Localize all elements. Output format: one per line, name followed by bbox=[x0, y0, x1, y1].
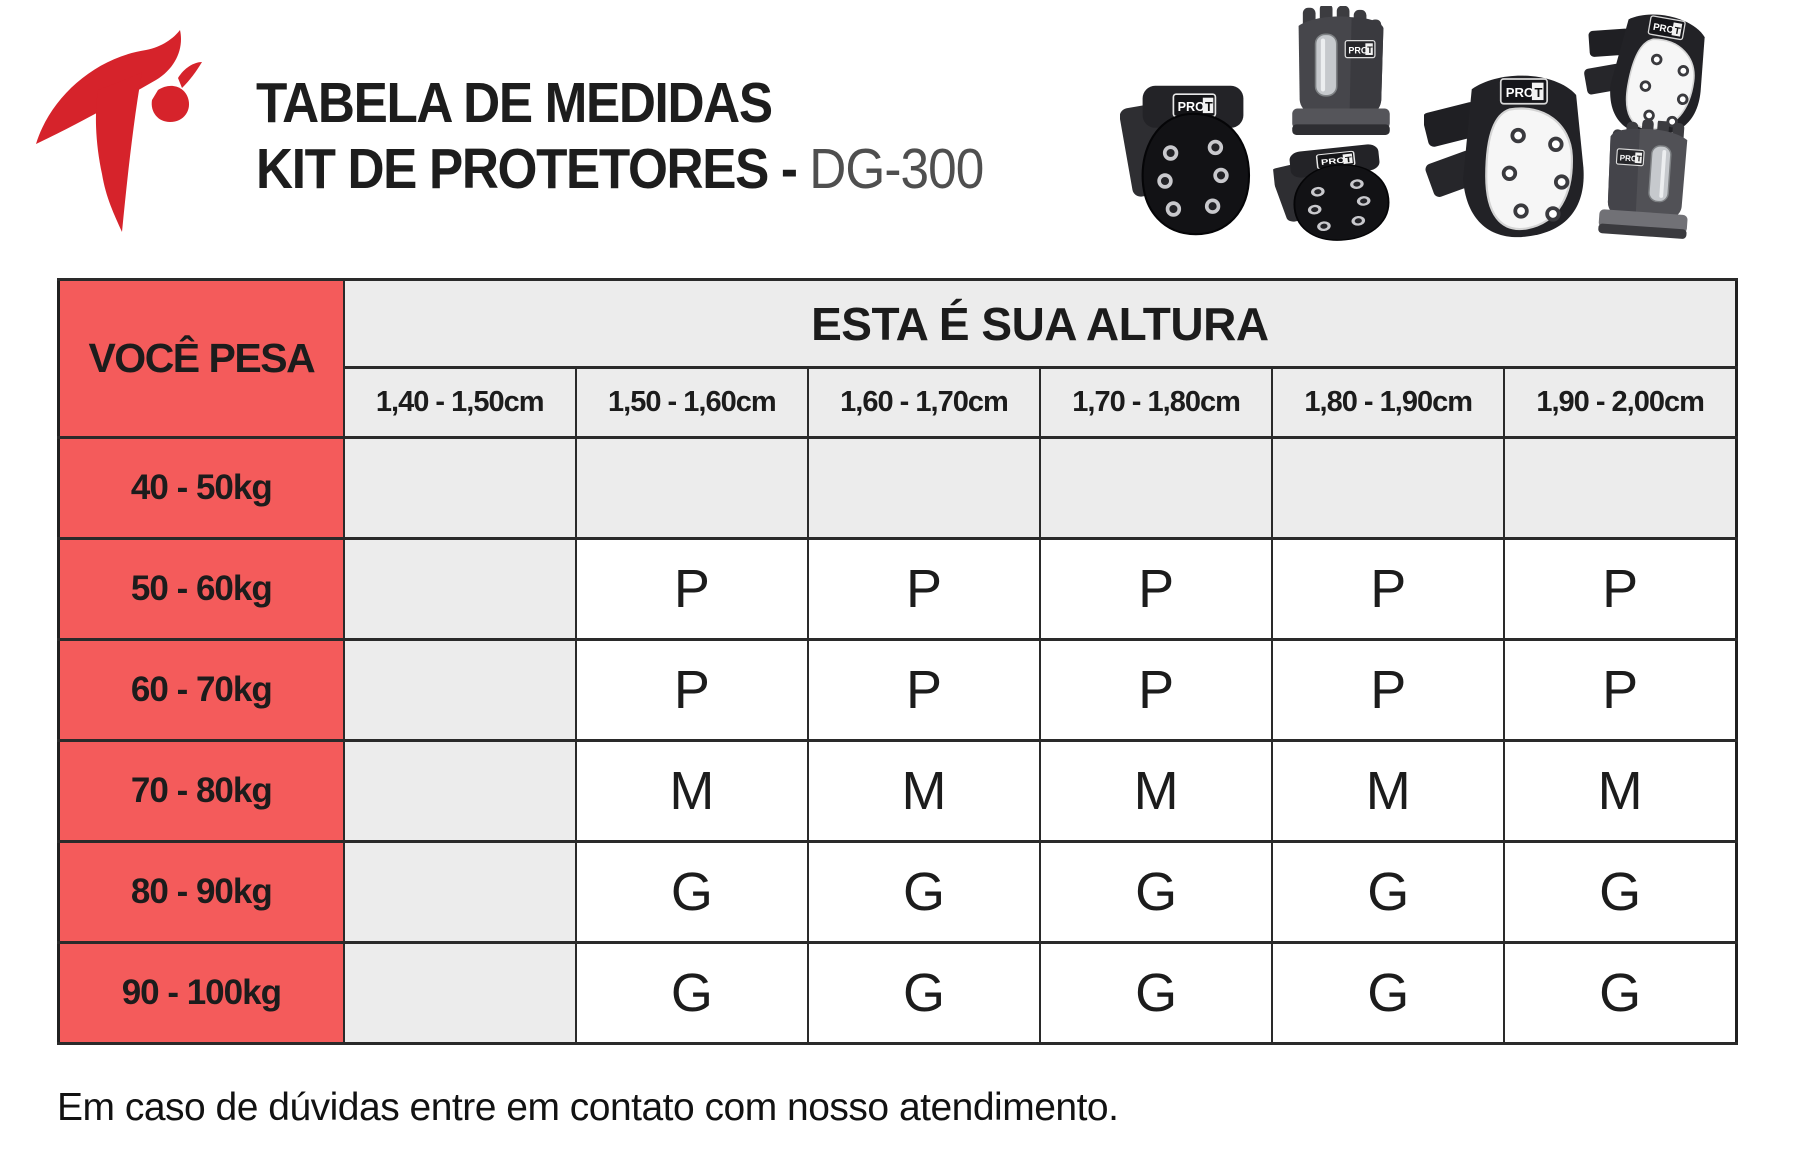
size-cell: M bbox=[1039, 739, 1274, 843]
size-cell: M bbox=[574, 739, 809, 843]
size-cell: P bbox=[806, 537, 1042, 641]
size-cell: G bbox=[806, 840, 1042, 944]
size-cell bbox=[806, 436, 1042, 540]
svg-text:T: T bbox=[1345, 155, 1353, 165]
header-row-main: VOCÊ PESA ESTA É SUA ALTURA bbox=[57, 278, 1738, 439]
size-cell: P bbox=[1271, 638, 1506, 742]
weight-range-label: 90 - 100kg bbox=[57, 941, 345, 1045]
title-line-2-bold: KIT DE PROTETORES - bbox=[256, 137, 798, 202]
size-cell bbox=[574, 436, 809, 540]
size-cell: G bbox=[806, 941, 1042, 1045]
size-cell bbox=[342, 537, 577, 641]
table-row: 60 - 70kg P P P P P bbox=[57, 638, 1738, 742]
height-header: ESTA É SUA ALTURA bbox=[342, 278, 1738, 369]
title-line-2: KIT DE PROTETORES - DG-300 bbox=[256, 136, 984, 202]
size-cell bbox=[342, 941, 577, 1045]
wrist-guard-left-photo: PRO T bbox=[1292, 6, 1390, 136]
size-cell bbox=[342, 638, 577, 742]
svg-text:PRO: PRO bbox=[1652, 22, 1675, 37]
brand-logo-icon bbox=[36, 30, 202, 232]
height-range-header: 1,50 - 1,60cm bbox=[574, 366, 809, 439]
size-cell: P bbox=[574, 638, 809, 742]
size-cell: P bbox=[1503, 537, 1738, 641]
svg-text:T: T bbox=[1205, 100, 1213, 114]
size-cell: G bbox=[1503, 941, 1738, 1045]
svg-text:PRO: PRO bbox=[1348, 45, 1368, 55]
size-cell: G bbox=[1039, 941, 1274, 1045]
size-cell: M bbox=[1503, 739, 1738, 843]
table-row: 70 - 80kg M M M M M bbox=[57, 739, 1738, 843]
size-cell bbox=[1039, 436, 1274, 540]
table-row: 40 - 50kg bbox=[57, 436, 1738, 540]
wrist-guard-right-photo: PRO T bbox=[1598, 118, 1688, 239]
height-range-header: 1,90 - 2,00cm bbox=[1503, 366, 1738, 439]
header-row-ranges: 1,40 - 1,50cm 1,50 - 1,60cm 1,60 - 1,70c… bbox=[59, 366, 1738, 439]
size-cell bbox=[342, 436, 577, 540]
size-cell: G bbox=[574, 941, 809, 1045]
weight-range-label: 80 - 90kg bbox=[57, 840, 345, 944]
size-cell: P bbox=[1503, 638, 1738, 742]
svg-text:PRO: PRO bbox=[1506, 85, 1534, 100]
size-cell: G bbox=[574, 840, 809, 944]
weight-range-label: 70 - 80kg bbox=[57, 739, 345, 843]
svg-text:PRO: PRO bbox=[1178, 100, 1205, 114]
model-code: DG-300 bbox=[809, 137, 984, 202]
size-cell: G bbox=[1039, 840, 1274, 944]
svg-text:T: T bbox=[1673, 25, 1681, 37]
size-cell: M bbox=[806, 739, 1042, 843]
size-cell: P bbox=[1039, 537, 1274, 641]
height-range-header: 1,70 - 1,80cm bbox=[1039, 366, 1274, 439]
size-cell bbox=[1271, 436, 1506, 540]
table-row: 80 - 90kg G G G G G bbox=[57, 840, 1738, 944]
svg-text:T: T bbox=[1636, 154, 1642, 163]
svg-text:T: T bbox=[1535, 85, 1543, 100]
svg-text:PRO: PRO bbox=[1321, 156, 1347, 167]
svg-text:T: T bbox=[1367, 45, 1373, 55]
black-knee-pad-photo: PRO T bbox=[1120, 85, 1251, 236]
size-cell: M bbox=[1271, 739, 1506, 843]
contact-note: Em caso de dúvidas entre em contato com … bbox=[57, 1086, 1119, 1129]
page-title: TABELA DE MEDIDAS KIT DE PROTETORES - DG… bbox=[256, 70, 1064, 202]
height-range-header: 1,80 - 1,90cm bbox=[1271, 366, 1506, 439]
black-elbow-pad-photo: PRO T bbox=[1271, 144, 1390, 241]
size-cell: G bbox=[1271, 941, 1506, 1045]
size-cell: P bbox=[574, 537, 809, 641]
table-row: 50 - 60kg P P P P P bbox=[57, 537, 1738, 641]
weight-range-label: 50 - 60kg bbox=[57, 537, 345, 641]
size-cell: P bbox=[1039, 638, 1274, 742]
title-line-1: TABELA DE MEDIDAS bbox=[256, 71, 773, 135]
table-row: 90 - 100kg G G G G G bbox=[57, 941, 1738, 1045]
size-cell bbox=[1503, 436, 1738, 540]
height-range-header: 1,60 - 1,70cm bbox=[806, 366, 1042, 439]
size-cell: G bbox=[1271, 840, 1506, 944]
white-knee-pad-photo: PRO T bbox=[1424, 75, 1584, 238]
size-cell: G bbox=[1503, 840, 1738, 944]
svg-text:PRO: PRO bbox=[1619, 153, 1637, 163]
weight-range-label: 40 - 50kg bbox=[57, 436, 345, 540]
size-cell: P bbox=[806, 638, 1042, 742]
size-cell: P bbox=[1271, 537, 1506, 641]
weight-range-label: 60 - 70kg bbox=[57, 638, 345, 742]
size-table: VOCÊ PESA ESTA É SUA ALTURA 1,40 - 1,50c… bbox=[57, 278, 1738, 1045]
size-cell bbox=[342, 739, 577, 843]
size-cell bbox=[342, 840, 577, 944]
white-elbow-pad-photo: PRO T bbox=[1584, 14, 1705, 136]
product-photos: PRO T PRO T PRO bbox=[0, 0, 1800, 250]
weight-column-header: VOCÊ PESA bbox=[57, 278, 345, 439]
height-range-header: 1,40 - 1,50cm bbox=[342, 366, 577, 439]
